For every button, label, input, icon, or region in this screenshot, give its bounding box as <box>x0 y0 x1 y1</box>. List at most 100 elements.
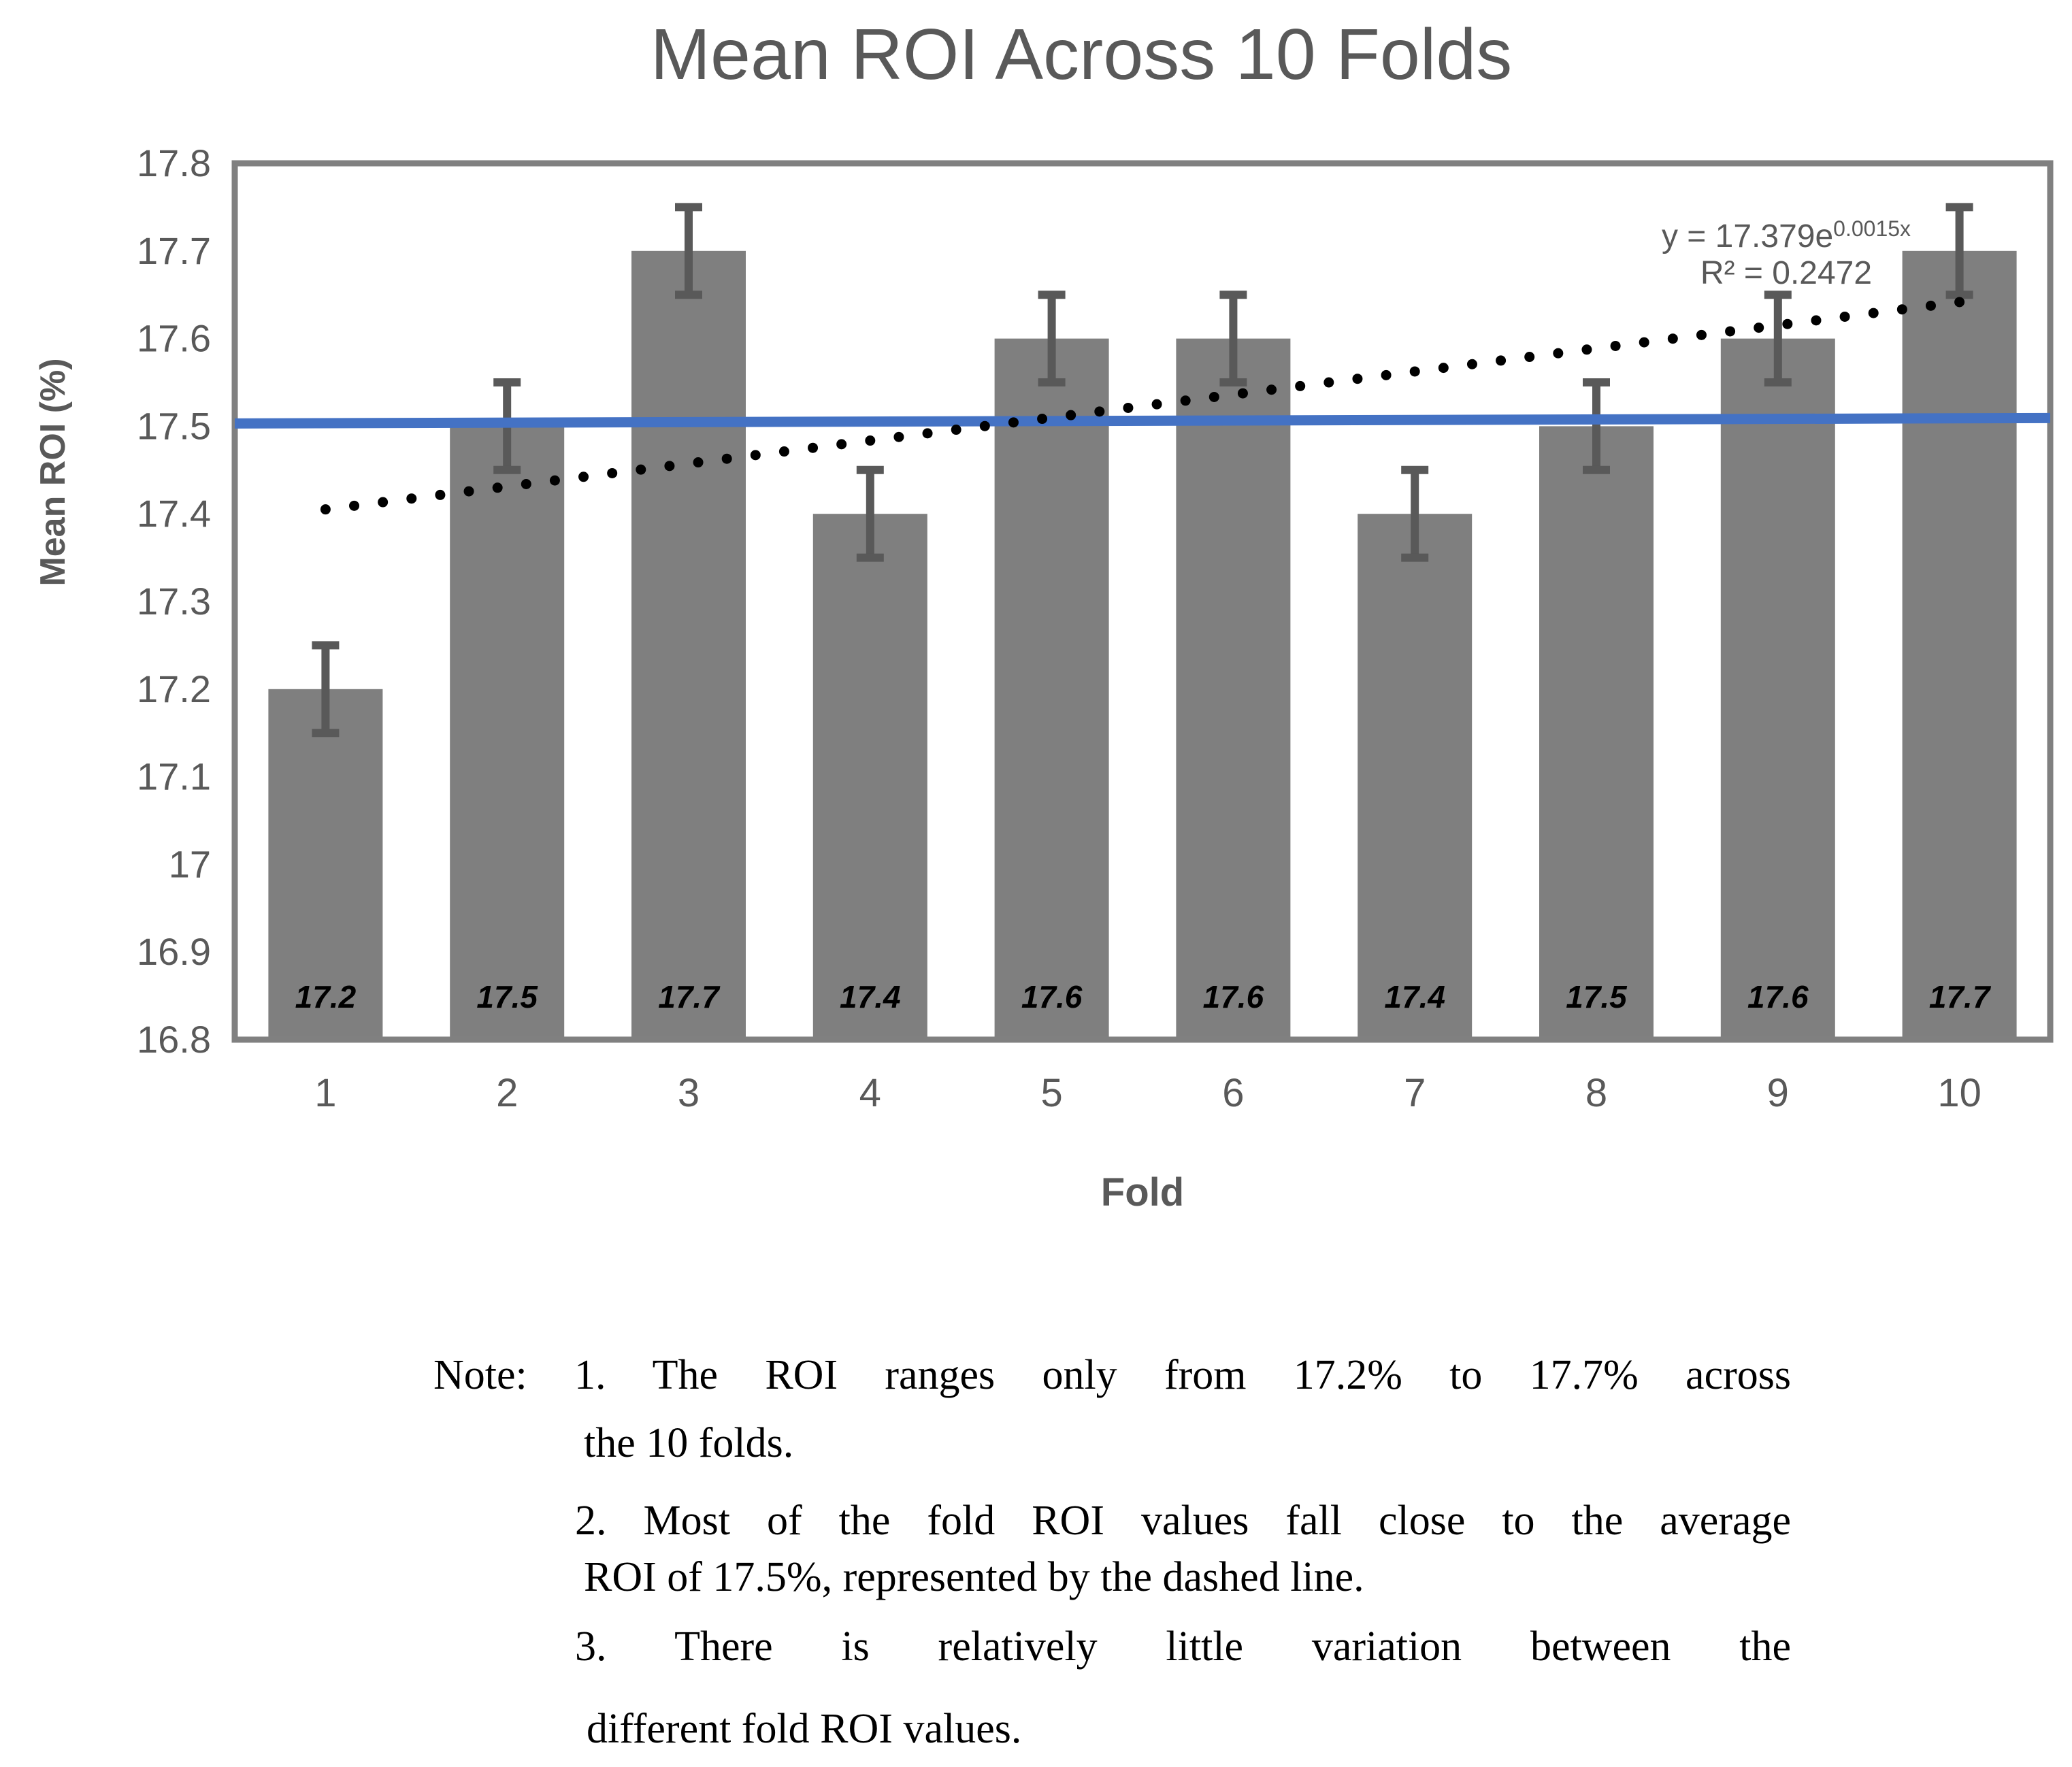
bar <box>1902 250 2017 1040</box>
trendline-dot <box>808 442 819 453</box>
trendline-dot <box>435 489 446 500</box>
trendline-dot <box>378 497 389 508</box>
trendline-dot <box>750 450 761 461</box>
average-line <box>234 412 2051 429</box>
x-tick-label: 7 <box>1404 1071 1426 1115</box>
y-tick-label: 17.5 <box>137 404 211 447</box>
trendline-dot <box>1381 369 1392 380</box>
bar-chart: 17.2 1 17.5 2 17.7 3 17.4 4 17.6 5 17.6 6 17.4 7 17.5 8… <box>33 142 2054 1215</box>
y-tick-label: 17.7 <box>137 229 211 272</box>
trendline-dot <box>1008 417 1019 428</box>
trendline-dot <box>463 486 474 497</box>
trendline-dot <box>521 478 531 489</box>
x-axis-title: Fold <box>1101 1170 1184 1215</box>
x-tick-label: 5 <box>1040 1071 1062 1115</box>
trendline-dot <box>607 467 618 478</box>
x-tick-label: 9 <box>1767 1071 1789 1115</box>
bar-value-label: 17.2 <box>295 979 357 1014</box>
bar <box>450 426 565 1040</box>
trendline-dot <box>406 493 417 504</box>
trendline-dot <box>1639 337 1649 348</box>
trendline-dot <box>1409 366 1420 377</box>
trendline-dot <box>320 504 331 515</box>
plot-border <box>231 160 2054 1043</box>
trendline-dot <box>1754 323 1764 333</box>
trendline-dot <box>549 475 560 486</box>
bar <box>631 250 746 1040</box>
trendline-dot <box>1581 344 1592 355</box>
bar-value-label: 17.6 <box>1203 979 1264 1014</box>
bar <box>1539 426 1654 1040</box>
trendline-dot <box>1553 348 1564 359</box>
trendline-dot <box>1524 352 1535 363</box>
trendline-dot <box>1237 388 1248 399</box>
trendline-dot <box>1266 384 1277 395</box>
bar-value-label: 17.7 <box>1929 979 1992 1014</box>
trendline-dot <box>1782 318 1793 329</box>
trendline-dot <box>1438 363 1449 374</box>
trendline-dot <box>349 500 360 511</box>
trendline-dot <box>1323 377 1334 388</box>
note-line: the 10 folds. <box>584 1420 794 1466</box>
x-tick-label: 1 <box>314 1071 336 1115</box>
trendline-dot <box>1696 329 1707 340</box>
trendline-dot <box>1868 308 1879 318</box>
x-tick-label: 3 <box>678 1071 700 1115</box>
trendline-dot <box>1954 297 1965 308</box>
trendline-dot <box>1839 311 1850 322</box>
trendline-dot <box>1066 410 1076 420</box>
x-tick-label: 4 <box>859 1071 881 1115</box>
trendline-dot <box>578 472 589 482</box>
trendline-dot <box>865 435 876 446</box>
trendline-dot <box>951 425 961 435</box>
trendline-dot <box>979 420 990 431</box>
y-tick-label: 17.1 <box>137 755 211 798</box>
y-tick-label: 17.2 <box>137 667 211 710</box>
trendline-dot <box>636 464 646 475</box>
x-tick-label: 8 <box>1585 1071 1607 1115</box>
trendline-dot <box>693 457 704 468</box>
trendline-dot <box>1667 333 1678 344</box>
trendline-dot <box>1151 399 1162 410</box>
trendline-dot <box>1610 340 1621 351</box>
trendline-dot <box>922 428 933 439</box>
trendline-dot <box>836 439 847 450</box>
y-tick-label: 17.3 <box>137 580 211 623</box>
y-tick-label: 16.8 <box>137 1018 211 1061</box>
bar <box>994 338 1109 1040</box>
trendline-dot <box>664 461 675 472</box>
x-tick-label: 2 <box>496 1071 518 1115</box>
y-tick-label: 17.8 <box>137 142 211 184</box>
note-line: ROI of 17.5%, represented by the dashed … <box>584 1554 1364 1600</box>
bar-value-label: 17.5 <box>1566 979 1628 1014</box>
trendline-dot <box>1925 300 1936 311</box>
note-line: Note: 1. The ROI ranges only from 17.2% … <box>433 1352 1791 1398</box>
trendline-dot <box>492 482 503 493</box>
bar-value-label: 17.6 <box>1747 979 1809 1014</box>
bar <box>1720 338 1835 1040</box>
bar-value-label: 17.6 <box>1021 979 1083 1014</box>
trendline-dot <box>1094 406 1105 417</box>
trendline-dot <box>1208 391 1219 402</box>
trendline-dot <box>1811 315 1822 326</box>
note-line: 2. Most of the fold ROI values fall clos… <box>575 1498 1791 1544</box>
bar-value-label: 17.5 <box>476 979 538 1014</box>
trendline-dot <box>1896 304 1907 315</box>
trendline-dot <box>1466 359 1477 369</box>
trendline-dot <box>778 446 789 457</box>
bar-value-label: 17.4 <box>1384 979 1445 1014</box>
note-line: different fold ROI values. <box>587 1706 1022 1752</box>
bar-value-label: 17.4 <box>840 979 901 1014</box>
x-tick-label: 6 <box>1222 1071 1244 1115</box>
y-tick-label: 17 <box>169 842 211 885</box>
y-axis-title: Mean ROI (%) <box>33 358 73 586</box>
trendline-dot <box>1352 374 1363 384</box>
chart-title: Mean ROI Across 10 Folds <box>650 14 1513 95</box>
note-line: 3. There is relatively little variation … <box>575 1623 1791 1670</box>
trendline-dot <box>1037 414 1048 425</box>
y-tick-label: 17.6 <box>137 317 211 360</box>
trendline-dot <box>1496 355 1507 366</box>
y-tick-label: 17.4 <box>137 492 211 535</box>
trendline-equation: y = 17.379e0.0015x <box>1662 216 1911 254</box>
